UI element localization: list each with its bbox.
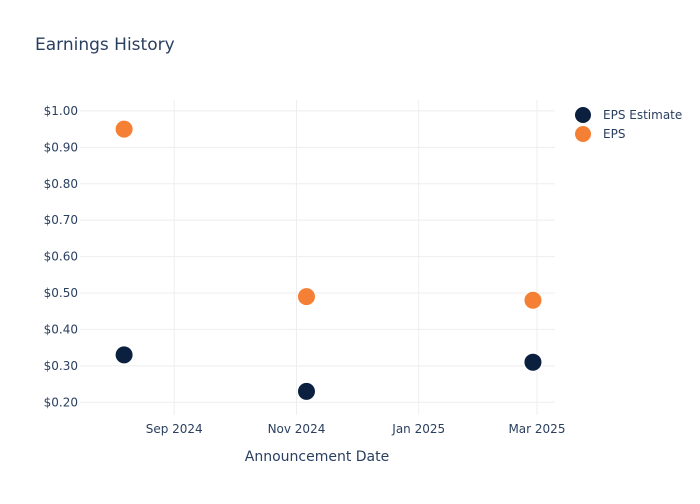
eps-estimate-point[interactable] xyxy=(114,345,134,365)
x-tick-label: Nov 2024 xyxy=(268,422,326,436)
legend-label: EPS xyxy=(603,127,625,141)
y-tick-label: $0.60 xyxy=(44,250,78,264)
x-tick-label: Sep 2024 xyxy=(146,422,203,436)
grid-lines xyxy=(80,100,555,415)
y-tick-label: $0.20 xyxy=(44,395,78,409)
x-tick-label: Mar 2025 xyxy=(508,422,565,436)
chart-title: Earnings History xyxy=(35,35,175,55)
y-tick-label: $0.70 xyxy=(44,213,78,227)
legend-marker-icon xyxy=(575,126,591,142)
y-tick-label: $0.80 xyxy=(44,177,78,191)
legend-marker-icon xyxy=(575,107,591,123)
x-tick-label: Jan 2025 xyxy=(391,422,445,436)
legend-label: EPS Estimate xyxy=(603,108,682,122)
y-tick-label: $0.50 xyxy=(44,286,78,300)
eps-estimate-point[interactable] xyxy=(296,381,316,401)
y-tick-label: $0.40 xyxy=(44,322,78,336)
x-axis-ticks: Sep 2024 Nov 2024 Jan 2025 Mar 2025 xyxy=(146,422,566,436)
x-axis-label: Announcement Date xyxy=(245,449,389,465)
eps-point[interactable] xyxy=(296,287,316,307)
legend-item-eps[interactable]: EPS xyxy=(575,126,625,142)
data-points xyxy=(114,119,543,401)
eps-estimate-point[interactable] xyxy=(523,352,543,372)
y-tick-label: $0.90 xyxy=(44,140,78,154)
eps-point[interactable] xyxy=(114,119,134,139)
legend[interactable]: EPS Estimate EPS xyxy=(575,107,682,142)
y-tick-label: $0.30 xyxy=(44,359,78,373)
y-axis-ticks: $0.20 $0.30 $0.40 $0.50 $0.60 $0.70 $0.80 $0.90… xyxy=(44,104,78,409)
eps-point[interactable] xyxy=(523,290,543,310)
legend-item-eps-estimate[interactable]: EPS Estimate xyxy=(575,107,682,123)
y-tick-label: $1.00 xyxy=(44,104,78,118)
